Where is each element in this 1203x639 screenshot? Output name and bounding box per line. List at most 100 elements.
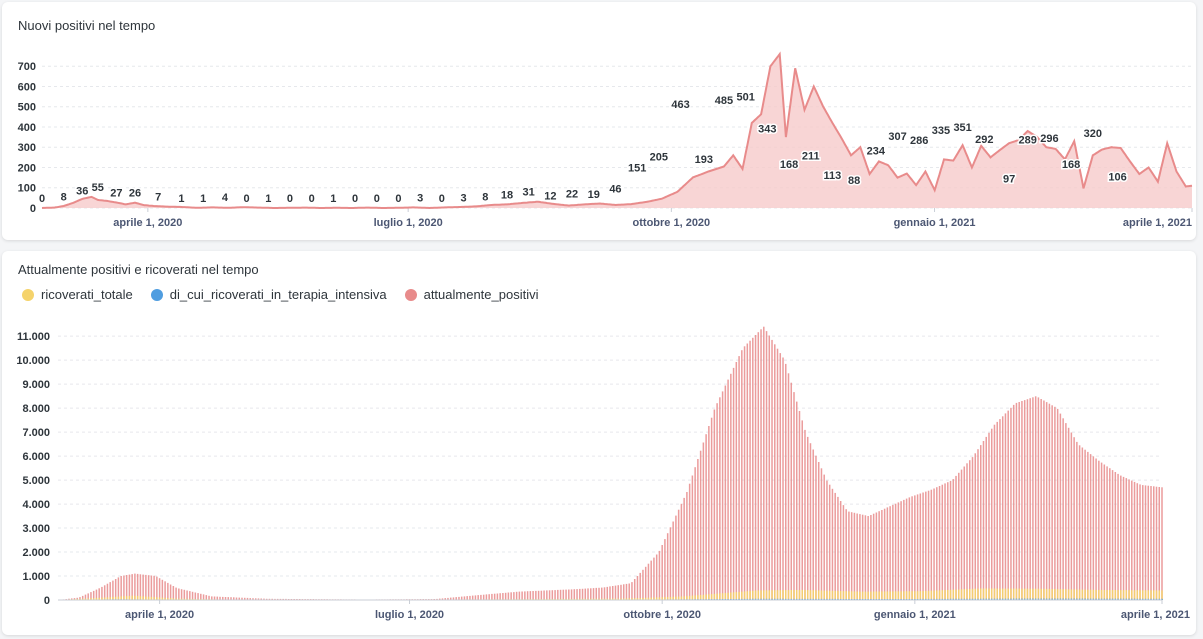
bar-hospitalized — [565, 598, 567, 600]
bar-hospitalized — [666, 597, 669, 600]
data-label: 0 — [244, 193, 250, 205]
data-label: 22 — [566, 189, 578, 201]
bar-current-positive — [817, 462, 820, 600]
bar-intensive-care — [1133, 598, 1136, 600]
bar-current-positive — [1117, 473, 1119, 600]
bar-hospitalized — [886, 591, 889, 600]
bar-current-positive — [1103, 464, 1106, 600]
bar-current-positive — [705, 434, 707, 600]
bar-current-positive — [996, 421, 998, 600]
bar-current-positive — [200, 593, 202, 600]
bar-hospitalized — [164, 597, 166, 600]
bar-hospitalized — [664, 597, 666, 600]
bar-current-positive — [265, 598, 268, 600]
bar-current-positive — [131, 574, 133, 600]
bar-intensive-care — [1037, 598, 1040, 600]
bar-current-positive — [611, 586, 614, 600]
bar-intensive-care — [1045, 598, 1048, 600]
bar-hospitalized — [1087, 589, 1089, 600]
bar-current-positive — [785, 363, 787, 600]
bar-hospitalized — [988, 588, 990, 600]
bar-current-positive — [455, 597, 457, 600]
y-tick-label: 300 — [18, 142, 36, 154]
bar-current-positive — [686, 492, 688, 600]
data-label: 1 — [265, 193, 271, 205]
bar-hospitalized — [870, 591, 872, 600]
x-tick-label: gennaio 1, 2021 — [894, 217, 976, 229]
data-label: 0 — [39, 193, 45, 205]
legend-item-hospitalized[interactable]: ricoverati_totale — [22, 287, 133, 302]
bar-current-positive — [595, 587, 598, 600]
bar-current-positive — [914, 495, 916, 600]
bar-current-positive — [653, 557, 655, 600]
legend-item-intensive-care[interactable]: di_cui_ricoverati_in_terapia_intensiva — [150, 287, 387, 302]
bar-current-positive — [189, 591, 191, 600]
bar-hospitalized — [677, 596, 680, 600]
bar-hospitalized — [966, 589, 968, 600]
bar-current-positive — [889, 506, 891, 600]
bar-intensive-care — [966, 598, 968, 600]
bar-hospitalized — [1133, 590, 1136, 600]
bar-current-positive — [90, 592, 92, 600]
bar-current-positive — [559, 589, 562, 600]
bar-hospitalized — [842, 591, 845, 600]
y-tick-label: 10.000 — [16, 355, 50, 367]
bar-current-positive — [719, 397, 721, 600]
bar-hospitalized — [713, 593, 716, 600]
bar-hospitalized — [559, 598, 562, 600]
bar-current-positive — [515, 591, 518, 600]
bar-current-positive — [463, 596, 466, 600]
data-label: 36 — [76, 186, 88, 198]
data-label: 8 — [61, 191, 67, 203]
bar-current-positive — [249, 598, 251, 600]
bar-hospitalized — [914, 591, 916, 600]
bar-current-positive — [1150, 486, 1152, 600]
bar-hospitalized — [850, 591, 853, 600]
bar-current-positive — [979, 445, 982, 600]
bar-current-positive — [243, 597, 246, 600]
bar-hospitalized — [1142, 590, 1144, 600]
bar-current-positive — [254, 598, 257, 600]
bar-hospitalized — [716, 593, 718, 600]
data-label: 307 — [888, 131, 906, 143]
bar-hospitalized — [92, 598, 95, 600]
bar-hospitalized — [1144, 590, 1147, 600]
bar-current-positive — [971, 457, 974, 600]
bar-intensive-care — [988, 598, 990, 600]
bar-current-positive — [1120, 475, 1122, 600]
bar-current-positive — [1078, 445, 1081, 600]
bar-hospitalized — [1136, 590, 1139, 600]
bar-current-positive — [798, 411, 801, 600]
bar-current-positive — [666, 533, 669, 600]
bar-current-positive — [1089, 454, 1092, 600]
bar-current-positive — [990, 428, 993, 600]
bar-current-positive — [636, 576, 639, 600]
data-label: 0 — [395, 193, 401, 205]
bar-current-positive — [804, 429, 806, 600]
x-tick-label: gennaio 1, 2021 — [874, 609, 956, 621]
bar-intensive-care — [771, 598, 773, 600]
bar-intensive-care — [793, 598, 795, 600]
data-label: 168 — [780, 159, 798, 171]
bar-current-positive — [625, 583, 628, 600]
data-label: 463 — [671, 99, 689, 111]
bar-hospitalized — [941, 590, 944, 600]
bar-current-positive — [801, 420, 803, 600]
bar-intensive-care — [776, 598, 779, 600]
bar-hospitalized — [570, 598, 573, 600]
bar-current-positive — [894, 503, 897, 600]
bar-intensive-care — [806, 598, 809, 600]
y-tick-label: 6.000 — [22, 451, 50, 463]
bar-current-positive — [1054, 406, 1056, 600]
bar-intensive-care — [949, 598, 952, 600]
bar-hospitalized — [861, 591, 864, 600]
data-label: 0 — [374, 193, 380, 205]
legend-item-current-positives[interactable]: attualmente_positivi — [404, 287, 539, 302]
bar-current-positive — [1095, 458, 1097, 600]
bar-hospitalized — [1001, 588, 1004, 600]
bar-current-positive — [98, 588, 100, 600]
bar-current-positive — [167, 582, 169, 600]
bar-current-positive — [518, 591, 521, 600]
bar-current-positive — [219, 596, 221, 600]
bar-hospitalized — [611, 598, 614, 600]
